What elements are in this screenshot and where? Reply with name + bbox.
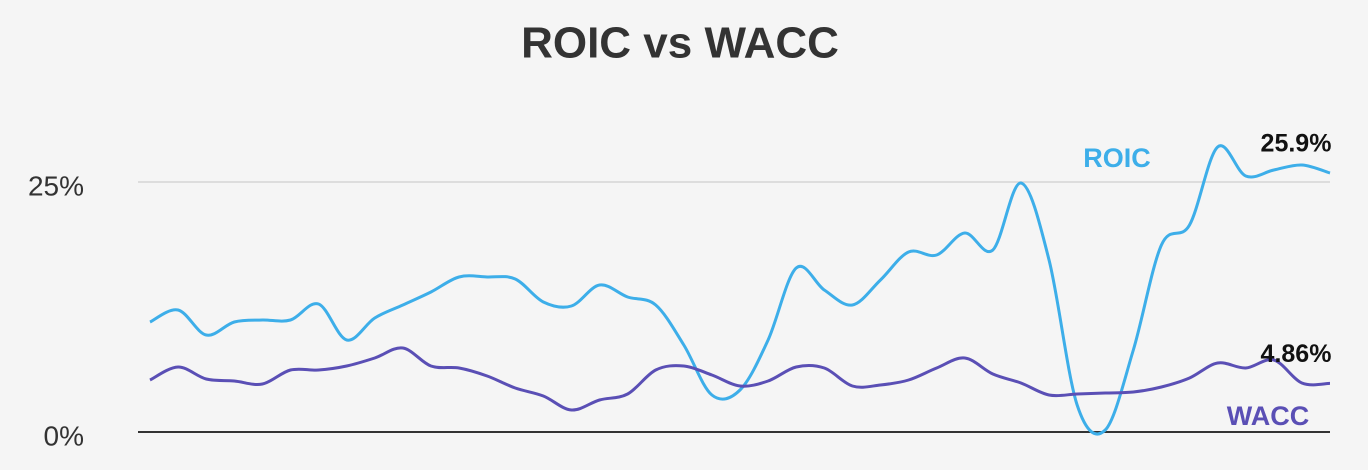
series-line (149, 346, 1331, 412)
series-label: ROIC (1083, 143, 1151, 173)
value-label: 4.86% (1261, 340, 1332, 368)
y-tick-label: 0% (44, 420, 84, 451)
chart-title: ROIC vs WACC (521, 19, 839, 68)
y-tick-label: 25% (28, 170, 84, 201)
value-label: 25.9% (1261, 130, 1332, 158)
series-line (149, 144, 1331, 436)
series-label: WACC (1227, 401, 1310, 431)
